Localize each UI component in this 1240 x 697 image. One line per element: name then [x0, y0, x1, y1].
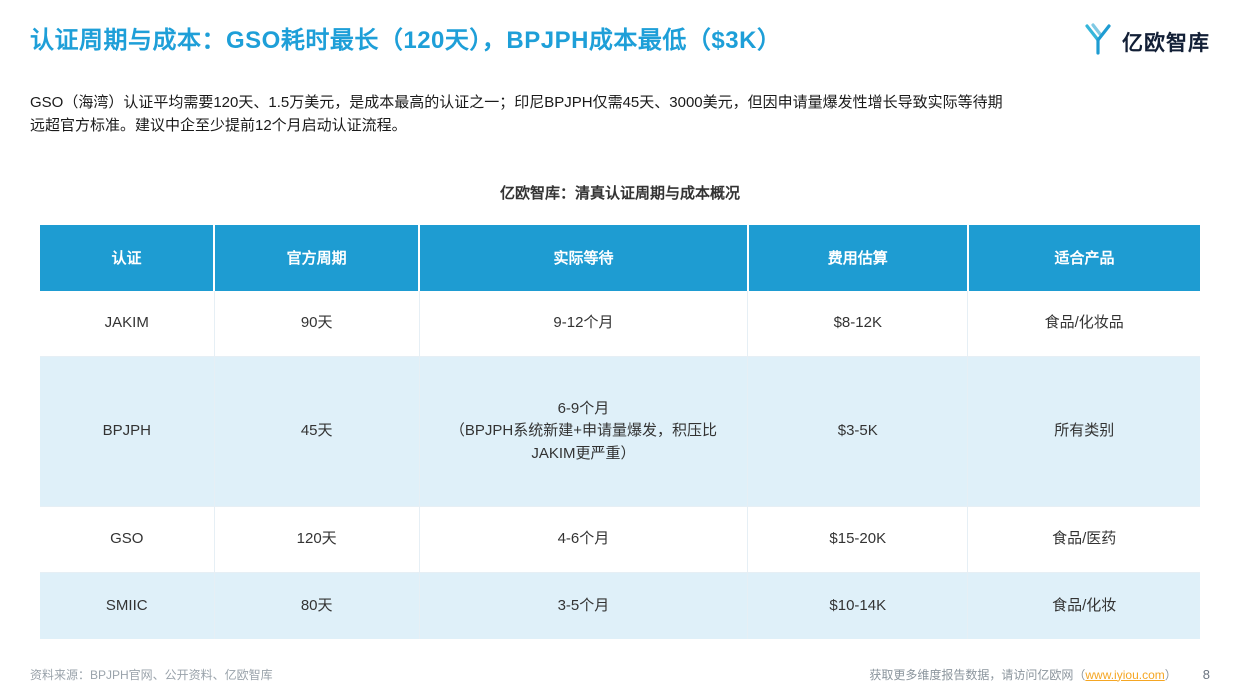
table-row-jakim: JAKIM 90天 9-12个月 $8-12K 食品/化妆品	[40, 290, 1200, 357]
cell-official-period: 90天	[214, 290, 420, 357]
cell-cost-estimate: $8-12K	[747, 290, 969, 357]
col-header-official-period: 官方周期	[214, 224, 421, 291]
col-header-actual-wait: 实际等待	[419, 224, 749, 291]
footer-cta-prefix: 获取更多维度报告数据，请访问亿欧网（	[869, 668, 1086, 682]
page-title: 认证周期与成本：GSO耗时最长（120天），BPJPH成本最低（$3K）	[30, 27, 782, 54]
cell-cost-estimate: $15-20K	[747, 506, 969, 573]
cell-official-period: 80天	[214, 572, 420, 639]
footer-right: 获取更多维度报告数据，请访问亿欧网（ www.iyiou.com） 8	[869, 666, 1210, 683]
cell-actual-wait: 3-5个月	[419, 572, 749, 639]
cell-cert-name: JAKIM	[40, 290, 215, 357]
footer: 资料来源：BPJPH官网、公开资料、亿欧智库 获取更多维度报告数据，请访问亿欧网…	[0, 666, 1240, 683]
cell-cert-name: GSO	[40, 506, 215, 573]
cell-cert-name: SMIIC	[40, 572, 215, 639]
source-note: 资料来源：BPJPH官网、公开资料、亿欧智库	[30, 668, 273, 682]
cell-actual-wait: 6-9个月 （BPJPH系统新建+申请量爆发，积压比JAKIM更严重）	[419, 356, 749, 507]
col-header-suitable-products: 适合产品	[967, 224, 1200, 291]
cell-official-period: 120天	[214, 506, 420, 573]
col-header-certification: 认证	[40, 224, 215, 291]
cell-official-period: 45天	[214, 356, 420, 507]
cell-cost-estimate: $10-14K	[747, 572, 969, 639]
footer-cta-suffix: ）	[1164, 668, 1177, 682]
cell-suitable-products: 所有类别	[967, 356, 1200, 507]
table-title: 亿欧智库：清真认证周期与成本概况	[499, 184, 740, 202]
slide: 认证周期与成本：GSO耗时最长（120天），BPJPH成本最低（$3K） 亿欧智…	[0, 0, 1240, 682]
col-header-cost-estimate: 费用估算	[747, 224, 969, 291]
slide-header: 认证周期与成本：GSO耗时最长（120天），BPJPH成本最低（$3K） 亿欧智…	[0, 0, 1240, 61]
cell-actual-wait: 9-12个月	[419, 290, 749, 357]
intro-text: GSO（海湾）认证平均需要120天、1.5万美元，是成本最高的认证之一；印尼BP…	[30, 94, 1003, 135]
cell-cert-name: BPJPH	[40, 356, 215, 507]
iyiou-link[interactable]: www.iyiou.com	[1085, 667, 1165, 682]
logo-text: 亿欧智库	[1122, 31, 1210, 55]
table-row-bpjph: BPJPH 45天 6-9个月 （BPJPH系统新建+申请量爆发，积压比JAKI…	[40, 356, 1200, 507]
logo-icon	[1081, 22, 1115, 61]
certification-table: 认证 官方周期 实际等待 费用估算 适合产品 JAKIM 90天 9-12个月 …	[40, 224, 1200, 639]
table-header-row: 认证 官方周期 实际等待 费用估算 适合产品	[40, 224, 1200, 291]
table-row-smiic: SMIIC 80天 3-5个月 $10-14K 食品/化妆	[40, 572, 1200, 639]
cell-suitable-products: 食品/化妆	[967, 572, 1200, 639]
cell-cost-estimate: $3-5K	[747, 356, 969, 507]
cell-suitable-products: 食品/化妆品	[1044, 314, 1124, 331]
cell-actual-wait: 4-6个月	[419, 506, 749, 573]
logo: 亿欧智库	[1081, 22, 1210, 61]
page-number: 8	[1202, 667, 1210, 682]
cell-suitable-products: 食品/医药	[967, 506, 1200, 573]
table-row-gso: GSO 120天 4-6个月 $15-20K 食品/医药	[40, 506, 1200, 573]
